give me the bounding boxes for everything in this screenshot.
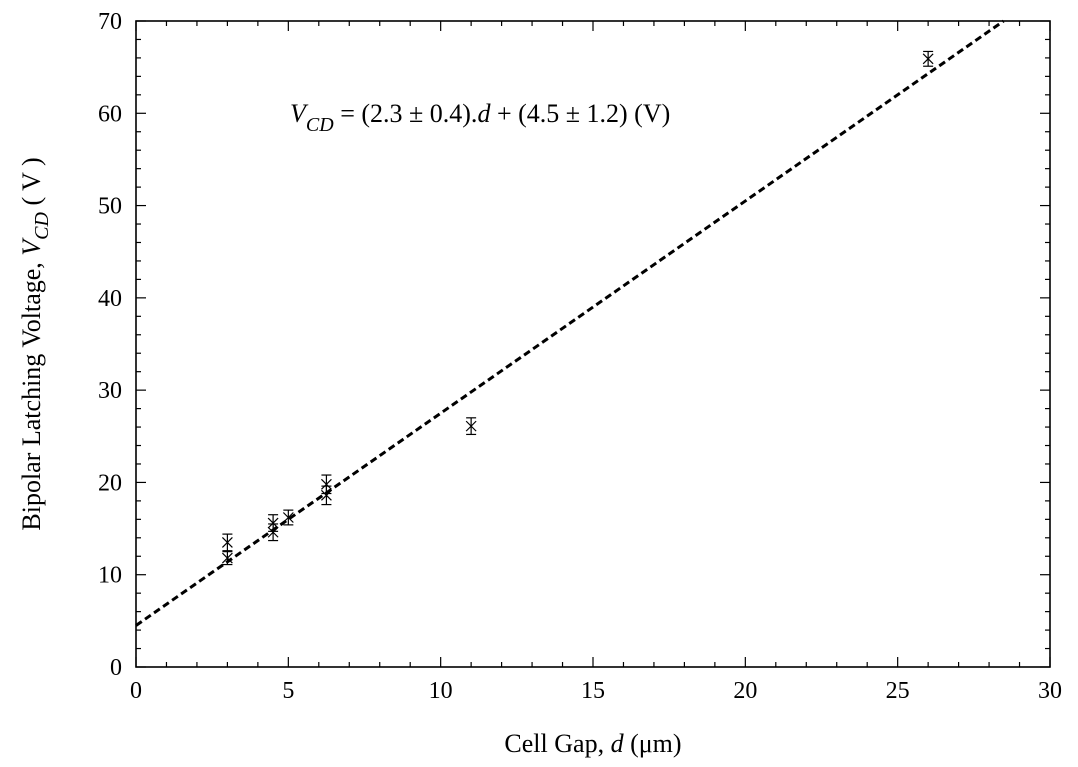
fit-equation-d: d — [477, 99, 491, 128]
marker-x-b — [465, 420, 477, 432]
y-tick-label: 60 — [98, 101, 122, 127]
y-tick-label: 10 — [98, 563, 122, 589]
fit-line — [135, 19, 1005, 627]
y-tick-label: 0 — [110, 655, 122, 681]
fit-equation-var: V — [290, 99, 309, 128]
data-points — [221, 50, 934, 566]
y-axis-title-sub: CD — [31, 211, 53, 239]
x-tick-label: 0 — [130, 678, 142, 704]
y-tick-label: 50 — [98, 194, 122, 220]
data-point — [465, 417, 477, 436]
fit-line-group — [135, 19, 1005, 627]
plot-frame — [135, 20, 1051, 668]
x-tick-label: 25 — [886, 678, 910, 704]
y-tick-label: 40 — [98, 286, 122, 312]
y-tick-label: 70 — [98, 9, 122, 35]
marker-x-b — [922, 53, 934, 65]
marker-x-b — [221, 552, 233, 564]
fit-equation-part-b: + (4.5 ± 1.2) (V) — [490, 99, 670, 128]
marker-x-b — [267, 517, 279, 529]
data-point — [221, 551, 233, 566]
x-axis-title-prefix: Cell Gap, — [504, 729, 610, 758]
data-point — [922, 50, 934, 67]
x-tick-label: 5 — [282, 678, 294, 704]
x-axis-title-suffix: (μm) — [624, 729, 682, 758]
marker-x-b — [282, 512, 294, 523]
marker-x-b — [320, 478, 332, 490]
marker-x-b — [267, 526, 279, 538]
x-axis-title-var: d — [611, 729, 625, 758]
fit-equation-sub: CD — [306, 114, 334, 136]
x-axis-title: Cell Gap, d (μm) — [504, 729, 681, 758]
marker-x-b — [221, 536, 233, 548]
y-axis-title-var: V — [17, 237, 46, 256]
data-point — [267, 514, 279, 532]
fit-equation: VCD = (2.3 ± 0.4).d + (4.5 ± 1.2) (V) — [290, 99, 670, 136]
y-tick-label: 30 — [98, 378, 122, 404]
y-axis-title: Bipolar Latching Voltage, VCD ( V ) — [17, 157, 53, 530]
data-point — [221, 533, 233, 552]
x-tick-label: 10 — [429, 678, 453, 704]
tick-labels: 0 5 10 15 20 25 30 0 10 20 30 40 50 60 70 — [98, 9, 1062, 704]
x-tick-label: 15 — [581, 678, 605, 704]
fit-equation-part-a: = (2.3 ± 0.4). — [334, 99, 478, 128]
marker-x-b — [320, 489, 332, 501]
data-point — [282, 509, 294, 526]
x-tick-label: 30 — [1038, 678, 1062, 704]
y-axis-title-suffix: ( V ) — [17, 157, 46, 212]
y-tick-label: 20 — [98, 470, 122, 496]
data-point — [320, 474, 332, 495]
y-axis-title-prefix: Bipolar Latching Voltage, — [17, 256, 46, 531]
x-tick-label: 20 — [733, 678, 757, 704]
